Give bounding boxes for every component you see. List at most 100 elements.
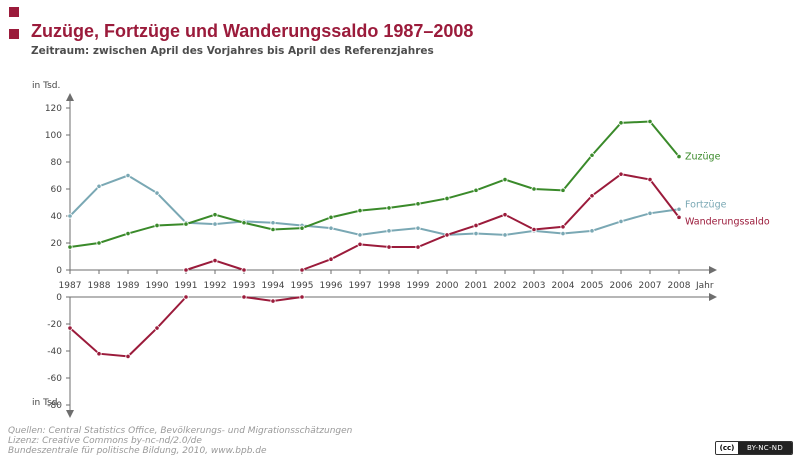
saldo-point [531,226,537,233]
x-tick-label: 1995 [291,281,314,291]
saldo-point [560,224,566,230]
lower-y-tick-label: 0 [56,293,62,303]
fortzuege-point [589,228,595,234]
fortzuege-point [212,221,218,227]
lower-x-axis-arrow-icon [709,293,717,301]
upper-y-tick-label: 0 [56,266,62,276]
x-tick-label: 1999 [407,281,430,291]
publisher-line: Bundeszentrale für politische Bildung, 2… [8,446,267,456]
chart-title: Zuzüge, Fortzüge und Wanderungssaldo 198… [31,21,474,41]
saldo-point [270,298,276,304]
fortzuege-point [502,232,508,238]
upper-y-tick-label: 40 [51,212,63,222]
saldo-point [183,294,189,300]
fortzuege-point [154,190,160,196]
zuzuege-point [502,176,508,183]
saldo-point [241,294,247,300]
upper-y-axis-arrow-icon [66,93,74,101]
zuzuege-point [444,195,450,202]
fortzuege-point [473,230,479,237]
x-tick-label: 1996 [320,281,343,291]
saldo-point [502,212,508,218]
chart-subtitle: Zeitraum: zwischen April des Vorjahres b… [31,45,434,57]
saldo-point [299,294,305,300]
saldo-point [647,176,653,183]
x-tick-label: 2008 [668,281,691,291]
fortzuege-point [647,210,653,216]
saldo-series-line-upper [301,173,680,271]
lower-y-tick-label: -40 [47,347,62,357]
x-tick-label: 1992 [204,281,227,291]
saldo-point [96,351,102,357]
fortzuege-point [96,183,102,189]
saldo-point [444,232,450,238]
zuzuege-point [415,201,421,207]
zuzuege-point [212,212,218,218]
zuzuege-point [647,118,653,125]
cc-logo-icon: (cc) [716,442,738,454]
source-notes: Quellen: Central Statistics Office, Bevö… [8,426,352,456]
zuzuege-point [328,214,334,220]
zuzuege-point [357,208,363,214]
zuzuege-point [589,152,595,158]
zuzuege-point [531,186,537,192]
x-tick-label: 2006 [610,281,633,291]
x-tick-label: 1993 [233,281,256,291]
cc-license-badge[interactable]: (cc) BY-NC-ND [715,441,793,455]
lower-y-tick-label: -80 [47,401,62,411]
source-line: Quellen: Central Statistics Office, Bevö… [8,426,353,436]
x-tick-label: 1991 [175,281,198,291]
x-tick-label: 1997 [349,281,372,291]
saldo-point [212,257,218,264]
zuzuege-point [67,244,73,250]
zuzuege-point [183,221,189,227]
x-tick-label: 2004 [552,281,575,291]
saldo-point [299,267,305,273]
upper-x-axis-arrow-icon [709,266,717,274]
legend-label-fortzuege: Fortzüge [685,199,727,210]
x-tick-label: 2000 [436,281,459,291]
fortzuege-point [125,172,131,179]
license-line: Lizenz: Creative Commons by-nc-nd/2.0/de [8,436,202,446]
fortzuege-series-line [69,174,680,236]
zuzuege-series-line [69,120,680,249]
saldo-series-line-lower [69,296,187,358]
zuzuege-point [560,187,566,193]
fortzuege-point [270,220,276,226]
lower-y-axis-arrow-icon [66,410,74,418]
zuzuege-point [618,120,624,126]
zuzuege-point [96,240,102,246]
zuzuege-point [676,154,682,160]
saldo-point [241,267,247,273]
x-tick-label: 1988 [88,281,111,291]
x-tick-label: 1990 [146,281,169,291]
fortzuege-point [560,230,566,237]
x-tick-label: 2001 [465,281,488,291]
lower-y-tick-label: -20 [47,320,62,330]
x-tick-label: 2003 [523,281,546,291]
upper-y-tick-label: 120 [45,104,62,114]
lower-y-axis-label: in Tsd. [32,398,60,408]
x-tick-label: 2005 [581,281,604,291]
title-marker [9,29,19,39]
title-marker-top [9,7,19,17]
x-tick-label: 1998 [378,281,401,291]
fortzuege-point [415,225,421,231]
lower-y-tick-label: -60 [47,374,62,384]
zuzuege-point [473,187,479,193]
zuzuege-point [241,220,247,226]
x-axis-label: Jahr [695,281,714,291]
x-tick-label: 1987 [59,281,82,291]
fortzuege-point [618,218,624,224]
saldo-point [125,353,131,359]
legend-label-zuzuege: Zuzüge [685,152,721,163]
saldo-point [357,241,363,247]
saldo-point [589,193,595,199]
x-tick-label: 1994 [262,281,285,291]
upper-y-tick-label: 100 [45,131,62,141]
saldo-point [386,244,392,250]
x-tick-label: 2002 [494,281,517,291]
zuzuege-point [154,222,160,229]
saldo-point [676,214,682,220]
saldo-point [415,244,421,250]
